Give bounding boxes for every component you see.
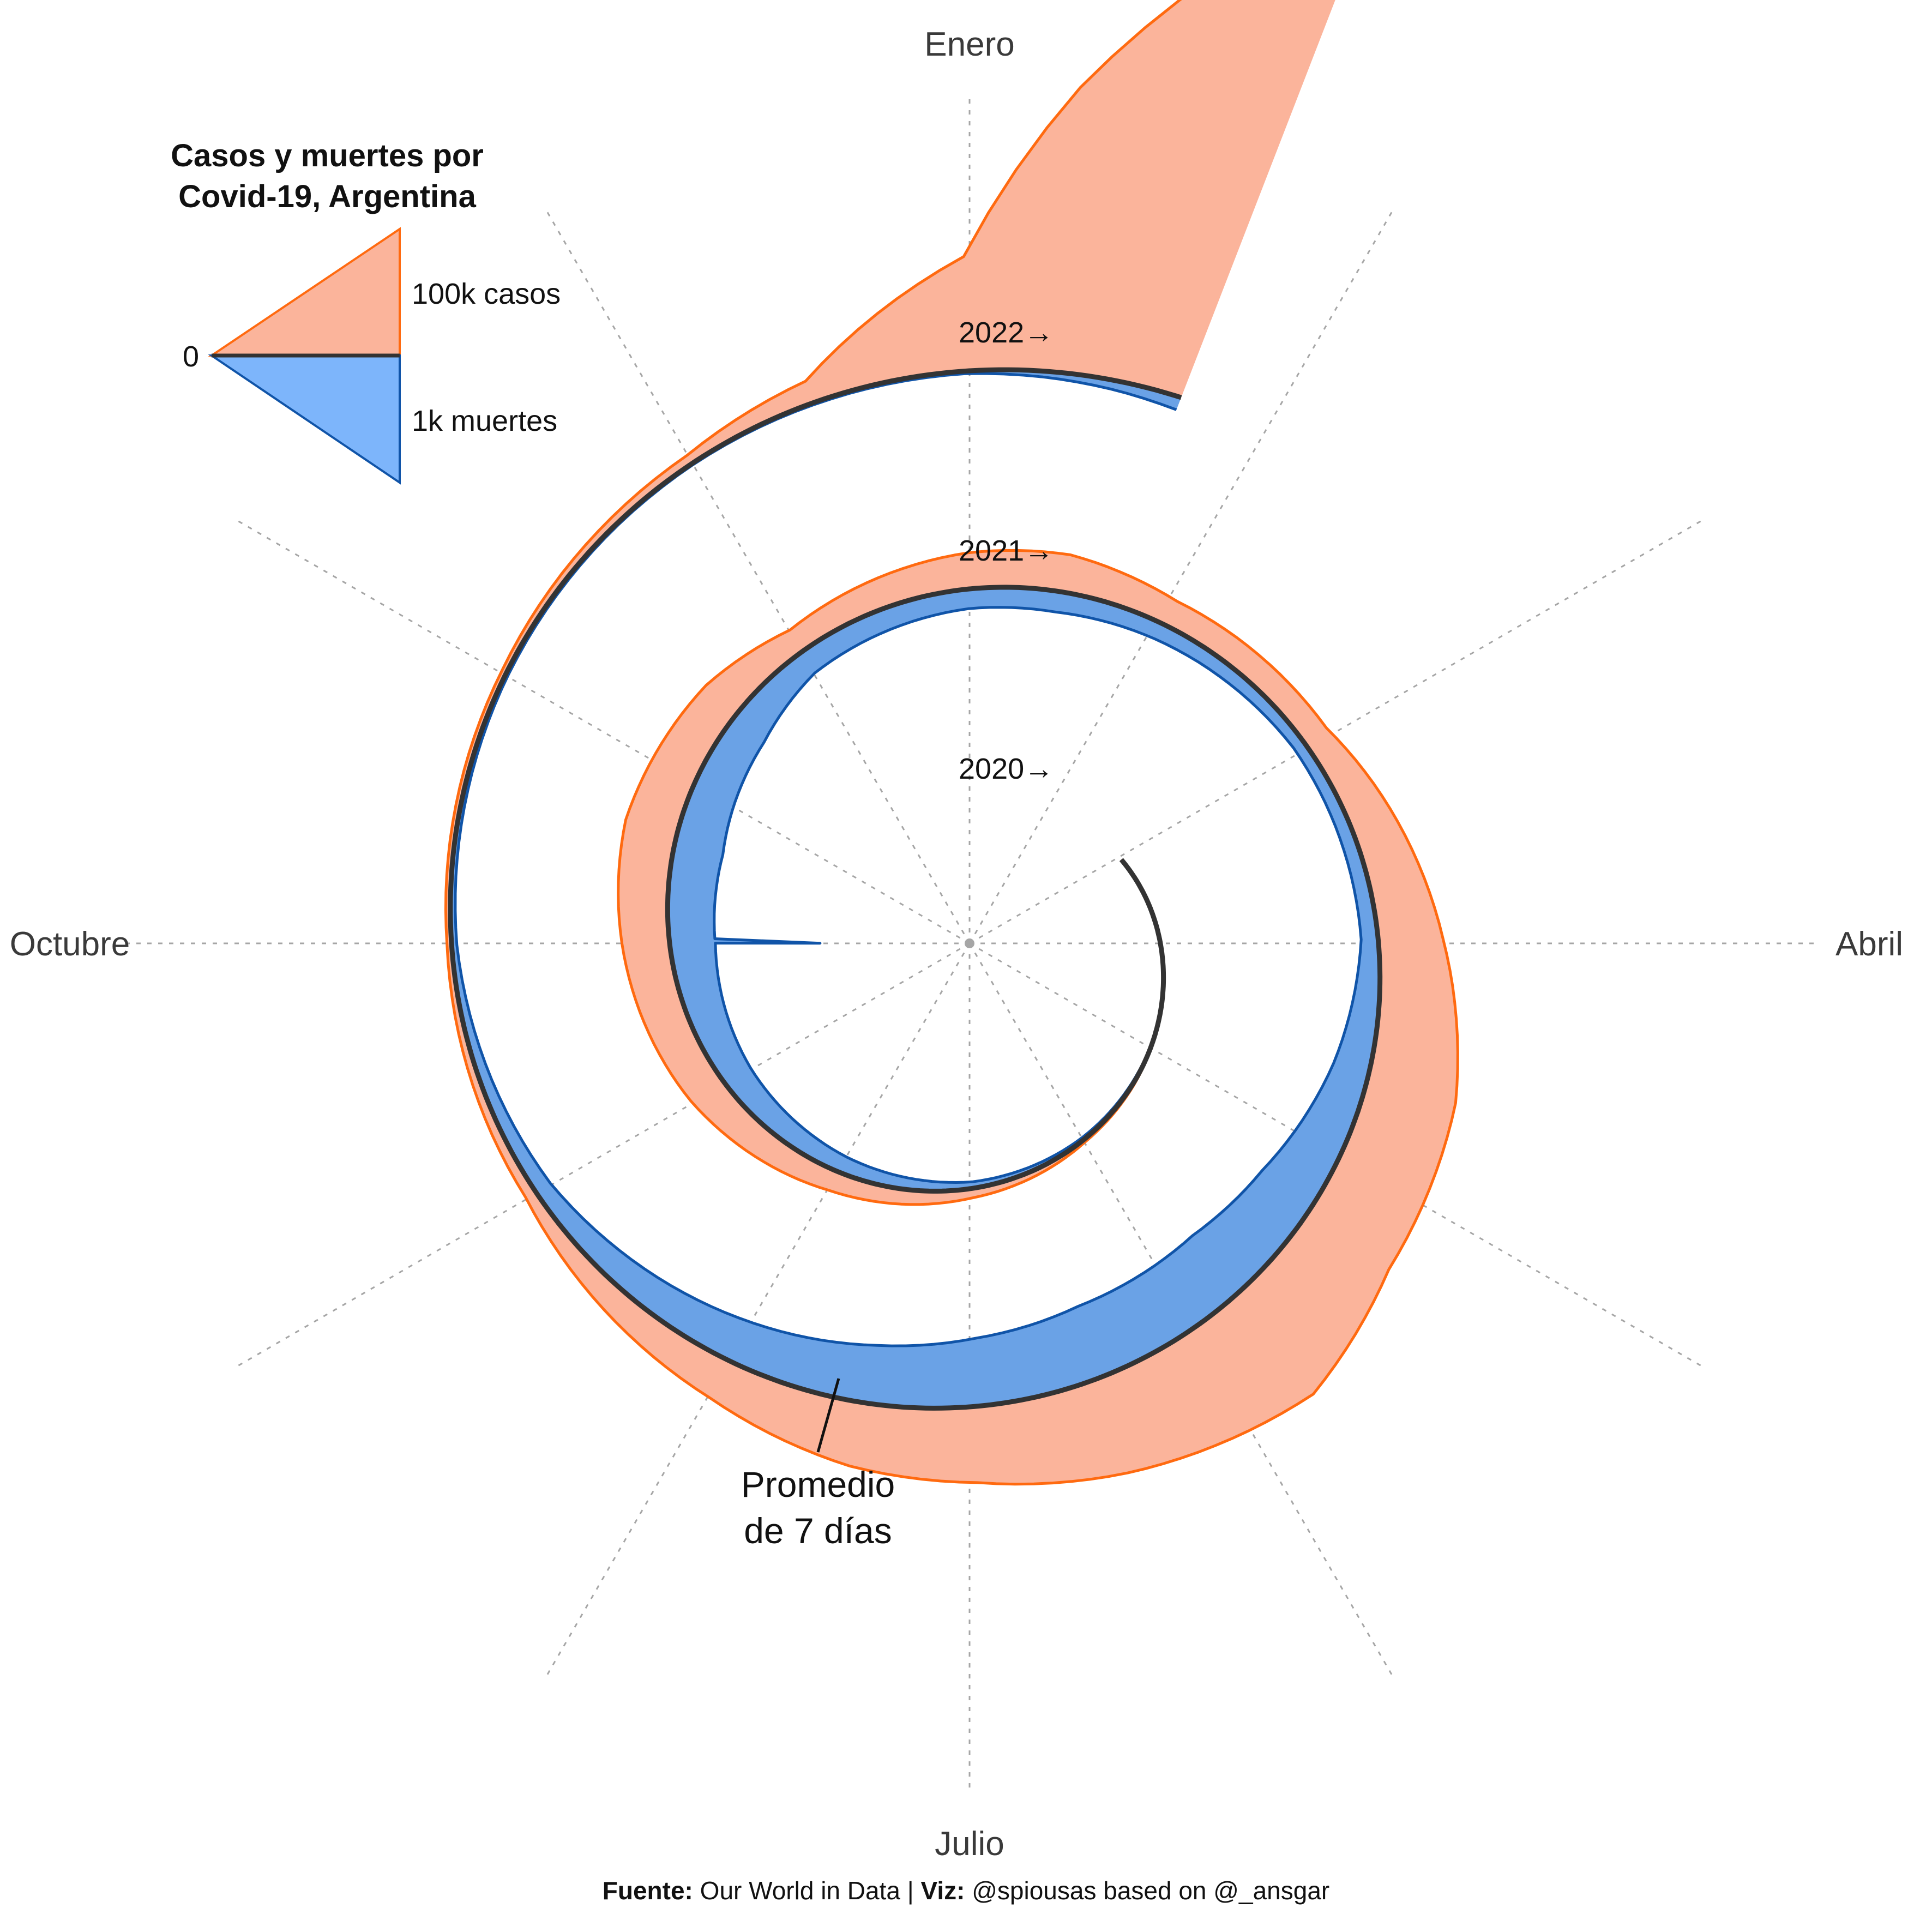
baseline-spiral [448, 367, 1383, 1411]
month-label-julio: Julio [935, 1825, 1004, 1863]
legend: Casos y muertes por Covid-19, Argentina … [171, 138, 561, 485]
cases-area [446, 0, 1458, 1484]
deaths-area [450, 370, 1380, 1409]
legend-title-line-1: Casos y muertes por [171, 138, 484, 173]
year-label-2020: 2020→ [959, 753, 1054, 785]
gridline-month-11 [237, 520, 970, 944]
legend-title-line-2: Covid-19, Argentina [178, 179, 476, 214]
spiral-center [965, 938, 974, 948]
cases-line [444, 0, 1459, 1486]
baseline-line [448, 367, 1383, 1411]
month-label-octubre: Octubre [10, 925, 130, 963]
footer-viz-label: Viz: [920, 1876, 965, 1905]
legend-deaths-label: 1k muertes [412, 405, 557, 437]
annotation-line-1: Promedio [741, 1464, 895, 1504]
footer-credits: Fuente: Our World in Data | Viz: @spious… [0, 1876, 1932, 1905]
legend-cases-label: 100k casos [412, 278, 561, 310]
month-gridlines [124, 98, 1815, 1789]
annotation-line-2: de 7 días [744, 1510, 892, 1551]
deaths-line [454, 372, 1363, 1347]
legend-zero-label: 0 [183, 340, 199, 373]
legend-deaths-wedge [208, 354, 401, 485]
deaths-series [450, 370, 1380, 1409]
cases-series [444, 0, 1459, 1486]
month-label-abril: Abril [1835, 925, 1903, 963]
footer-viz-value: @spiousas based on @_ansgar [965, 1876, 1330, 1905]
footer-source-label: Fuente: [602, 1876, 693, 1905]
month-labels: Enero Abril Julio Octubre [10, 26, 1903, 1863]
month-label-enero: Enero [924, 26, 1014, 63]
year-labels: 2020→ 2021→ 2022→ [959, 316, 1054, 785]
footer-source-value: Our World in Data | [693, 1876, 921, 1905]
year-label-2021: 2021→ [959, 534, 1054, 567]
legend-cases-wedge [208, 227, 401, 357]
year-label-2022: 2022→ [959, 316, 1054, 349]
avg-annotation: Promedio de 7 días [741, 1378, 895, 1551]
annotation-pointer [816, 1378, 840, 1453]
